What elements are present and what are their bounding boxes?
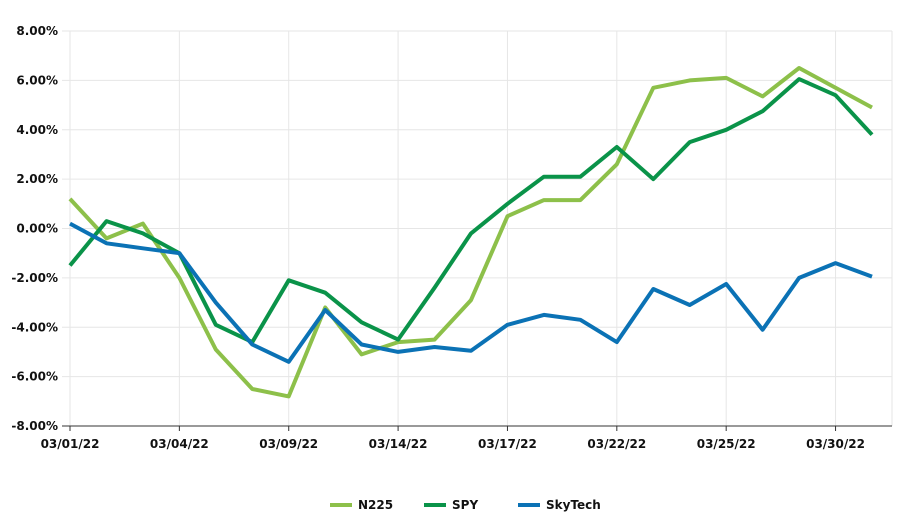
legend: N225 SPY SkyTech xyxy=(330,498,601,512)
legend-item-n225[interactable]: N225 xyxy=(330,498,393,512)
x-tick-label: 03/22/22 xyxy=(587,437,646,451)
x-tick-label: 03/04/22 xyxy=(150,437,209,451)
y-tick-label: 0.00% xyxy=(16,222,58,236)
y-tick-label: 8.00% xyxy=(16,24,58,38)
legend-label: SPY xyxy=(452,498,478,512)
x-tick-label: 03/17/22 xyxy=(478,437,537,451)
series-line-skytech xyxy=(69,221,873,364)
axes xyxy=(62,425,892,431)
legend-item-spy[interactable]: SPY xyxy=(424,498,478,512)
x-axis-ticks: 03/01/22 03/04/22 03/09/22 03/14/22 03/17/22… xyxy=(41,437,865,451)
series-lines xyxy=(68,66,874,399)
y-tick-label: -2.00% xyxy=(11,271,58,285)
y-tick-label: 6.00% xyxy=(16,73,58,87)
series-line-spy xyxy=(68,77,874,345)
legend-item-skytech[interactable]: SkyTech xyxy=(518,498,601,512)
y-tick-label: -8.00% xyxy=(11,419,58,433)
x-tick-label: 03/01/22 xyxy=(41,437,100,451)
series-line-n225 xyxy=(68,66,873,399)
x-tick-label: 03/14/22 xyxy=(369,437,428,451)
x-tick-label: 03/30/22 xyxy=(806,437,865,451)
x-tick-label: 03/09/22 xyxy=(259,437,318,451)
legend-label: SkyTech xyxy=(546,498,601,512)
y-tick-label: -4.00% xyxy=(11,320,58,334)
y-axis-ticks: -8.00% -6.00% -4.00% -2.00% 0.00% 2.00% 4.00% 6… xyxy=(11,24,58,433)
y-tick-label: 4.00% xyxy=(16,123,58,137)
legend-label: N225 xyxy=(358,498,393,512)
y-tick-label: 2.00% xyxy=(16,172,58,186)
x-tick-label: 03/25/22 xyxy=(697,437,756,451)
y-tick-label: -6.00% xyxy=(11,370,58,384)
